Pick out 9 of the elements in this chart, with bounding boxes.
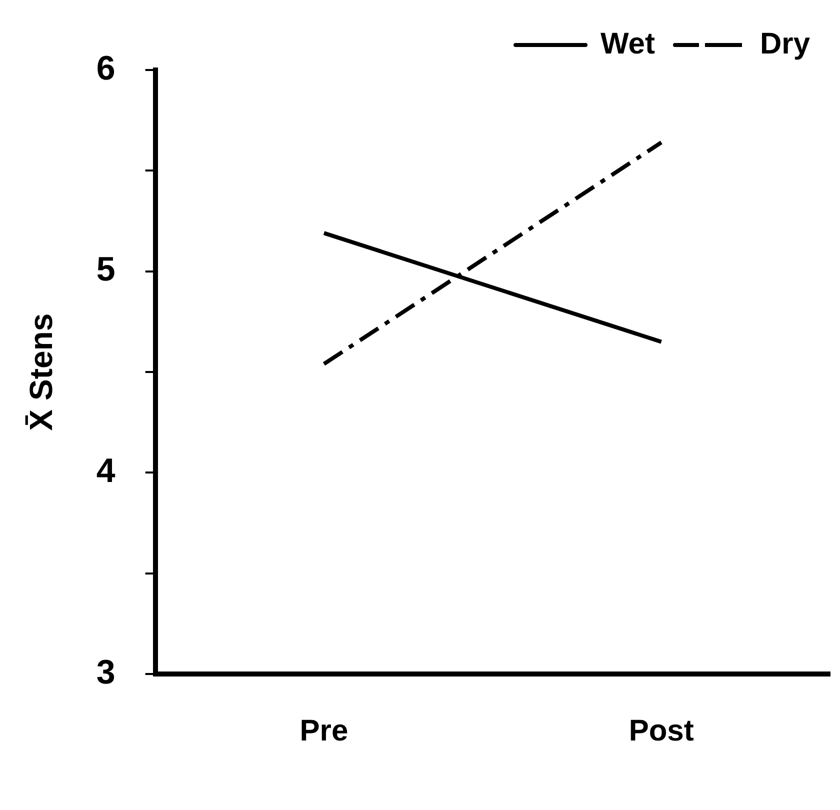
y-tick-label: 5 — [96, 250, 116, 289]
y-tick-label: 4 — [96, 452, 116, 490]
x-tick-label: Pre — [300, 714, 348, 748]
legend-label: Wet — [600, 27, 655, 60]
x-tick-label: Post — [628, 714, 694, 748]
y-tick-label: 6 — [96, 49, 116, 88]
y-tick-label: 3 — [96, 653, 116, 692]
y-axis-title: X̄ Stens — [23, 313, 60, 431]
legend-label: Dry — [760, 27, 810, 60]
